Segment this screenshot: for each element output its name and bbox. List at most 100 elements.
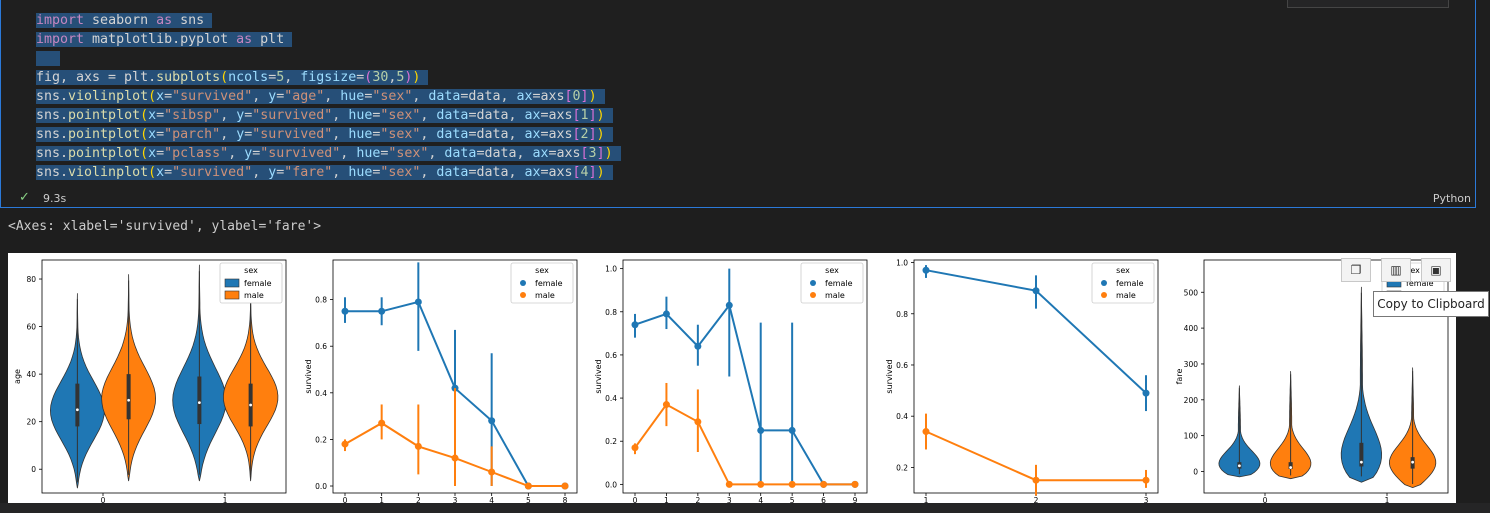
y-tick-label: 200 xyxy=(1184,396,1199,405)
code-token: "age" xyxy=(284,89,325,104)
subplot-1: 0 20 40 60 80 0 1 age sex female male xyxy=(13,259,287,503)
code-line[interactable]: import seaborn as sns xyxy=(36,11,621,30)
data-point-female xyxy=(414,298,422,306)
legend-label-male: male xyxy=(244,291,264,300)
copy-icon: ❐ xyxy=(1350,263,1362,277)
code-token: [ xyxy=(564,89,573,104)
code-token: "sex" xyxy=(372,89,413,104)
data-point-female xyxy=(1032,287,1040,295)
output-figure: 0 20 40 60 80 0 1 age sex female male 0.0 0.2 0.4 0.6 0… xyxy=(8,253,1456,503)
code-token: pointplot xyxy=(68,127,141,142)
data-point-male xyxy=(378,419,386,427)
code-token: = xyxy=(156,108,165,123)
code-line[interactable]: sns.pointplot(x="sibsp", y="survived", h… xyxy=(36,106,621,125)
code-token: = xyxy=(372,108,381,123)
code-token: ax xyxy=(516,89,533,104)
code-cell[interactable]: import seaborn as sns import matplotlib.… xyxy=(0,0,1476,208)
code-token: 4 xyxy=(580,165,589,180)
code-line[interactable]: fig, axs = plt.subplots(ncols=5, figsize… xyxy=(36,68,621,87)
data-point-male xyxy=(631,444,639,452)
code-token: matplotlib.pyplot xyxy=(84,32,237,47)
y-axis-label: survived xyxy=(304,359,313,393)
code-token: data xyxy=(428,89,461,104)
violin-box xyxy=(1359,442,1364,467)
code-token: , xyxy=(420,165,437,180)
y-tick-label: 1.0 xyxy=(896,259,908,268)
code-token: data xyxy=(436,127,469,142)
y-tick-label: 0.6 xyxy=(896,361,908,370)
language-indicator[interactable]: Python xyxy=(1432,192,1471,205)
y-tick-label: 0.8 xyxy=(315,296,327,305)
data-point-male xyxy=(820,480,828,488)
y-tick-label: 300 xyxy=(1184,360,1199,369)
data-point-male xyxy=(851,480,859,488)
code-token: =axs xyxy=(540,127,573,142)
code-token: ( xyxy=(148,165,157,180)
code-token: = xyxy=(156,146,165,161)
x-tick-label: 9 xyxy=(853,496,858,503)
code-token: x xyxy=(148,127,157,142)
code-token: sns. xyxy=(36,89,69,104)
code-token: "sibsp" xyxy=(164,108,221,123)
code-token: x xyxy=(148,108,157,123)
code-token: sns. xyxy=(36,146,69,161)
subplot-2: 0.0 0.2 0.4 0.6 0.8 0 1 2 3 4 5 8 survived sex female m… xyxy=(304,259,578,503)
x-tick-label: 8 xyxy=(563,496,568,503)
y-tick-label: 0.2 xyxy=(605,437,617,446)
bottom-scrollbar[interactable] xyxy=(0,503,1490,513)
code-token: "sex" xyxy=(380,165,421,180)
code-token: seaborn xyxy=(84,13,157,28)
code-token: [ xyxy=(572,165,581,180)
code-token: "parch" xyxy=(164,127,221,142)
code-token: , xyxy=(332,165,349,180)
code-token: hue xyxy=(348,165,373,180)
cell-toolbar[interactable] xyxy=(1287,0,1449,8)
code-line[interactable]: sns.violinplot(x="survived", y="fare", h… xyxy=(36,163,621,182)
copy-button[interactable]: ❐ xyxy=(1341,258,1371,282)
code-token: x xyxy=(148,146,157,161)
axes-frame xyxy=(41,259,287,494)
code-token: as xyxy=(236,32,253,47)
legend-label-female: female xyxy=(825,279,853,288)
code-token: , xyxy=(332,108,349,123)
code-line[interactable]: sns.pointplot(x="parch", y="survived", h… xyxy=(36,125,621,144)
code-token: =axs xyxy=(548,146,581,161)
code-line[interactable]: sns.pointplot(x="pclass", y="survived", … xyxy=(36,144,621,163)
y-tick-label: 0.4 xyxy=(896,412,908,421)
y-tick-label: 20 xyxy=(26,418,36,427)
code-token: = xyxy=(164,165,173,180)
code-token: hue xyxy=(348,127,373,142)
x-tick-label: 4 xyxy=(489,496,494,503)
code-token: =axs xyxy=(540,165,573,180)
execution-time: 9.3s xyxy=(43,192,67,205)
data-point-female xyxy=(1142,389,1150,397)
code-token: = xyxy=(356,70,365,85)
code-line[interactable]: sns.violinplot(x="survived", y="age", hu… xyxy=(36,87,621,106)
code-token: 5 xyxy=(396,70,405,85)
code-line[interactable]: import matplotlib.pyplot as plt xyxy=(36,30,621,49)
code-token: =data, xyxy=(468,127,525,142)
violin-box xyxy=(126,374,131,420)
data-point-female xyxy=(378,307,386,315)
data-point-male xyxy=(725,480,733,488)
code-token: "survived" xyxy=(172,89,253,104)
code-line[interactable] xyxy=(36,49,621,68)
save-button[interactable]: ▣ xyxy=(1421,258,1451,282)
data-point-female xyxy=(757,426,765,434)
code-token: violinplot xyxy=(68,165,149,180)
code-token: = xyxy=(156,127,165,142)
code-editor[interactable]: import seaborn as sns import matplotlib.… xyxy=(36,11,621,182)
y-tick-label: 0.6 xyxy=(315,342,327,351)
code-token: as xyxy=(156,13,173,28)
code-token: ] xyxy=(588,108,597,123)
y-axis-label: fare xyxy=(1175,369,1184,385)
data-point-female xyxy=(788,426,796,434)
code-token: hue xyxy=(340,89,365,104)
code-selection: sns.pointplot(x="sibsp", y="survived", h… xyxy=(36,108,613,123)
data-point-male xyxy=(788,480,796,488)
code-token: =data, xyxy=(460,89,517,104)
data-point-female xyxy=(725,301,733,309)
legend-label-male: male xyxy=(1116,291,1136,300)
chart-button[interactable]: ▥ xyxy=(1381,258,1411,282)
code-token: sns xyxy=(172,13,205,28)
